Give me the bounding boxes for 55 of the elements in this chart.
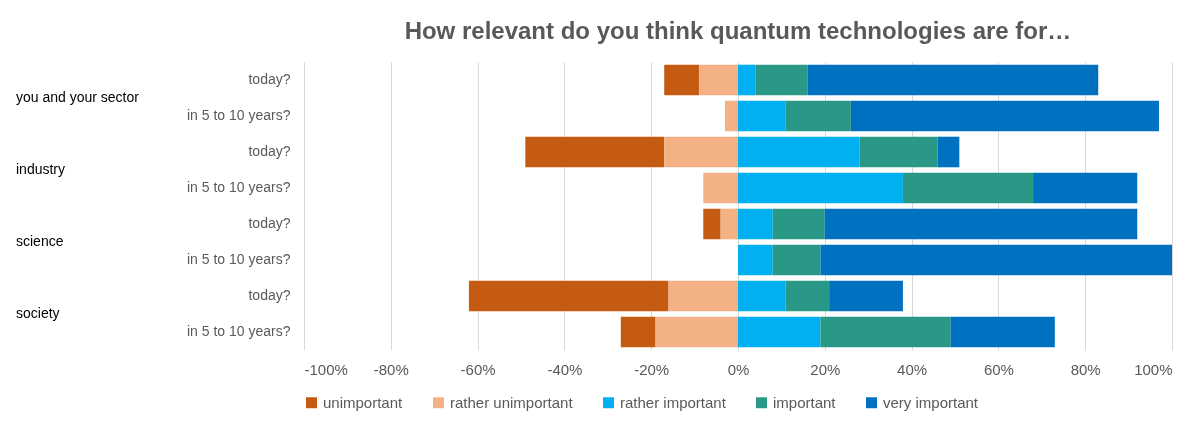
text: you and your sector	[16, 89, 140, 105]
bar	[738, 136, 860, 168]
bar	[824, 208, 1138, 240]
bar	[738, 100, 786, 132]
bar	[807, 64, 1099, 96]
bar	[738, 244, 773, 276]
bar	[724, 100, 738, 132]
legend-label: unimportant	[323, 393, 404, 411]
y-tick-label: today?	[248, 143, 291, 159]
bar	[738, 316, 821, 348]
x-tick-label: 20%	[810, 360, 841, 378]
x-tick-label: -80%	[373, 360, 409, 378]
bar	[785, 100, 851, 132]
x-tick-label: -40%	[547, 360, 583, 378]
y-tick-label: in 5 to 10 years?	[186, 251, 291, 267]
bar	[772, 244, 821, 276]
bar	[820, 244, 1172, 276]
y-tick-label: in 5 to 10 years?	[186, 323, 291, 339]
y-tick-label: today?	[248, 287, 291, 303]
bar	[738, 64, 756, 96]
bar	[738, 280, 786, 312]
bar	[820, 316, 951, 348]
y-tick-label: today?	[248, 215, 291, 231]
x-tick-label: -20%	[634, 360, 670, 378]
legend-label: rather important	[620, 393, 727, 411]
bar	[950, 316, 1055, 348]
bar	[937, 136, 960, 168]
text: society	[16, 305, 60, 321]
bar	[850, 100, 1159, 132]
bar	[829, 280, 903, 312]
bar	[738, 208, 773, 240]
legend-label: very important	[883, 393, 979, 411]
x-tick-label: 60%	[983, 360, 1014, 378]
text: science	[16, 233, 64, 249]
y-tick-label: in 5 to 10 years?	[186, 107, 291, 123]
legend-label: rather unimportant	[450, 393, 574, 411]
bar	[772, 208, 825, 240]
x-tick-label: 40%	[897, 360, 928, 378]
bar	[755, 64, 808, 96]
bar	[859, 136, 938, 168]
bar	[703, 172, 738, 204]
y-tick-label: today?	[248, 71, 291, 87]
text: industry	[16, 161, 66, 177]
legend-label: important	[773, 393, 837, 411]
x-tick-label: -60%	[460, 360, 496, 378]
bar	[902, 172, 1034, 204]
x-tick-label: 80%	[1070, 360, 1101, 378]
bar	[1033, 172, 1138, 204]
chart-title: How relevant do you think quantum technologies are for…	[404, 17, 1072, 44]
y-tick-label: in 5 to 10 years?	[186, 179, 291, 195]
bar	[785, 280, 830, 312]
x-tick-label: 0%	[727, 360, 750, 378]
x-tick-label: 100%	[1134, 360, 1173, 378]
x-tick-label: -100%	[304, 360, 348, 378]
bar	[738, 172, 903, 204]
